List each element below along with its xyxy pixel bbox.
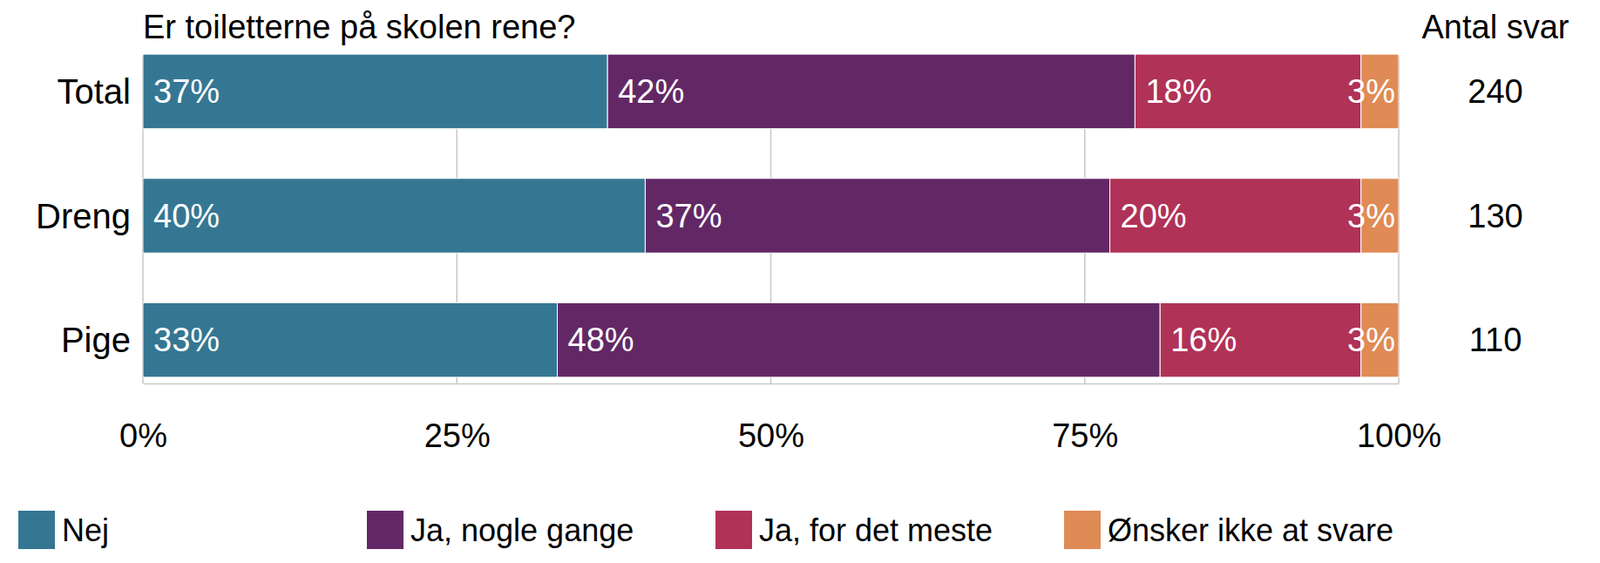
tick: 50%: [738, 383, 805, 455]
data-label: 3%: [1347, 197, 1396, 235]
tick: 75%: [1051, 383, 1119, 455]
bar-segment: [1110, 178, 1362, 254]
legend-label: Ja, for det meste: [759, 512, 993, 549]
axis-line: [143, 383, 1400, 386]
data-label: 37%: [153, 73, 220, 110]
data-label: 48%: [568, 321, 635, 359]
data-label: 3%: [1347, 321, 1396, 359]
data-label: 3%: [1347, 73, 1396, 110]
data-label: 42%: [617, 73, 685, 110]
legend-label: Nej: [61, 512, 109, 549]
x-axis: 0% 25% 50% 75% 100%: [119, 383, 1442, 455]
column-title: Antal svar: [1422, 8, 1570, 46]
title: Er toiletterne på skolen rene?: [142, 8, 576, 46]
legend-swatch: [1064, 510, 1101, 550]
bar-segment: [142, 54, 608, 129]
response-count: 110: [1469, 321, 1523, 359]
tick: 100%: [1356, 383, 1442, 455]
response-counts: Antal svar 240 130 110: [1422, 8, 1570, 359]
chart: 0% 25% 50% 75% 100% 37% 40% 33% 42% 37% 48% 18% 20% 1…: [0, 0, 1600, 563]
tick-label: 0%: [119, 417, 168, 455]
bar-segment: [142, 302, 558, 378]
tick-label: 100%: [1356, 417, 1442, 455]
bar-segment: [1134, 54, 1361, 129]
data-label: 37%: [655, 197, 722, 235]
bar-segment: [644, 178, 1110, 254]
category-label: Dreng: [35, 196, 131, 236]
data-label: 20%: [1120, 197, 1187, 235]
response-count: 130: [1467, 197, 1523, 235]
tick-label: 50%: [738, 417, 805, 455]
response-count: 240: [1467, 73, 1523, 110]
legend-swatch: [715, 510, 753, 550]
bar-segment: [607, 54, 1135, 129]
legend-swatch: [18, 510, 55, 550]
bars: [142, 54, 1399, 378]
tick: 0%: [119, 383, 168, 455]
legend-label: Ja, nogle gange: [410, 512, 634, 549]
category-label: Total: [57, 72, 132, 111]
data-label: 18%: [1145, 73, 1212, 110]
legend-label: Ønsker ikke at svare: [1107, 512, 1394, 549]
legend-swatch: [366, 510, 404, 550]
bar-segment: [557, 302, 1161, 378]
category-labels: Total Dreng Pige: [35, 72, 131, 360]
legend: Nej Ja, nogle gange Ja, for det meste Ønske…: [18, 510, 1394, 550]
tick-label: 25%: [424, 417, 491, 455]
bar-segment: [1159, 302, 1362, 378]
data-label: 16%: [1170, 321, 1237, 359]
data-labels: 37% 40% 33% 42% 37% 48% 18% 20% 16% 3% 3% 3%: [153, 73, 1396, 359]
bar-segment: [142, 178, 645, 254]
tick-label: 75%: [1051, 417, 1119, 455]
data-label: 33%: [153, 321, 220, 359]
data-label: 40%: [153, 197, 220, 235]
category-label: Pige: [61, 320, 131, 360]
tick: 25%: [424, 383, 491, 455]
